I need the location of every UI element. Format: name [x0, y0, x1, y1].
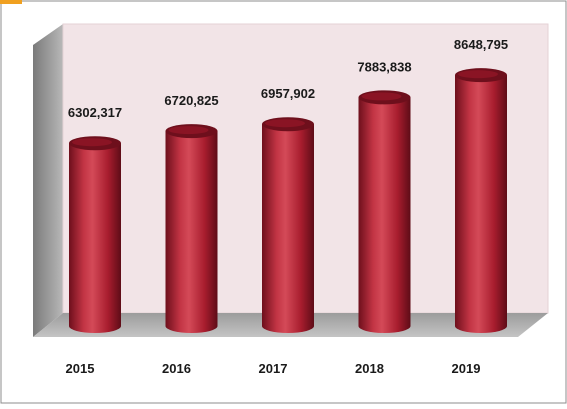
- bar-2019: [455, 68, 507, 334]
- bar-2015: [69, 136, 121, 333]
- bar-body: [262, 124, 314, 333]
- bar-2016: [165, 124, 218, 333]
- category-label: 2019: [452, 361, 481, 376]
- value-label: 6302,317: [68, 105, 122, 120]
- bar-cap-highlight: [72, 138, 112, 147]
- labels-layer: 6302,317 2015 6720,825 2016 6957,902 2017 7883…: [66, 37, 509, 376]
- bar-cap-highlight: [361, 92, 402, 101]
- bar-body: [358, 97, 411, 333]
- value-label: 6720,825: [164, 93, 218, 108]
- bar-2018: [358, 90, 411, 333]
- value-label: 8648,795: [454, 37, 508, 52]
- bar-body: [165, 131, 218, 333]
- corner-accent: [0, 0, 22, 4]
- category-label: 2016: [162, 361, 191, 376]
- bar-body: [455, 75, 507, 334]
- category-label: 2018: [355, 361, 384, 376]
- bars-layer: [69, 68, 507, 334]
- bar-cap-highlight: [458, 70, 498, 79]
- value-label: 7883,838: [357, 59, 411, 74]
- bar-body: [69, 143, 121, 333]
- category-label: 2015: [66, 361, 95, 376]
- side-wall: [33, 24, 63, 337]
- bar-2017: [262, 117, 314, 333]
- category-label: 2017: [259, 361, 288, 376]
- bar-cap-highlight: [168, 126, 209, 135]
- value-label: 6957,902: [261, 86, 315, 101]
- bar-cap-highlight: [265, 119, 305, 128]
